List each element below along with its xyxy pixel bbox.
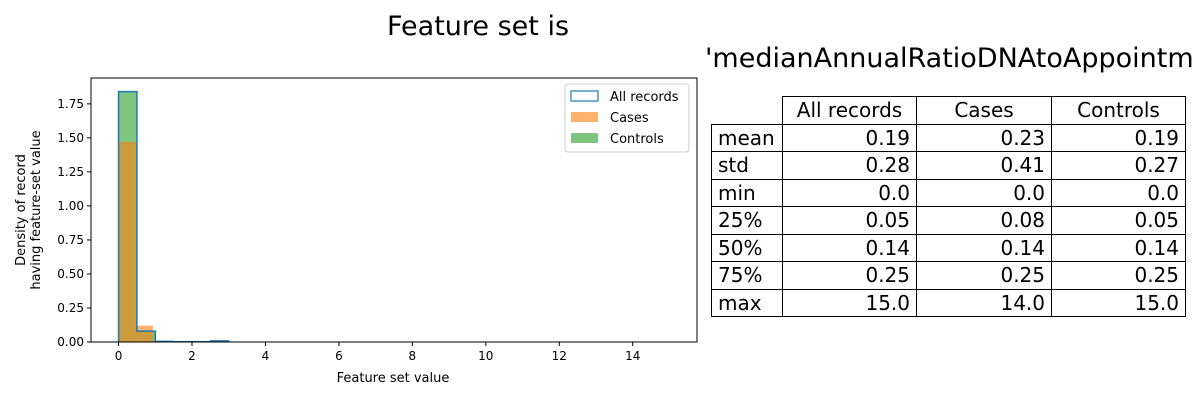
table-cell: 0.0 <box>1051 178 1186 207</box>
y-tick-label: 1.75 <box>57 97 84 111</box>
table-cell: 0.41 <box>916 151 1052 180</box>
table-row: 25% 0.05 0.08 0.05 <box>711 206 1186 235</box>
bar-cases <box>118 141 136 342</box>
y-tick-label: 0.00 <box>57 335 84 349</box>
x-tick-label: 14 <box>625 349 640 363</box>
table-cell: 0.19 <box>782 123 917 152</box>
table-cell: 0.0 <box>782 178 917 207</box>
x-tick-label: 4 <box>262 349 270 363</box>
table-cell: 0.08 <box>916 206 1052 235</box>
x-axis-label: Feature set value <box>337 371 450 386</box>
table-cell: 15.0 <box>782 288 917 317</box>
table-cell: 0.23 <box>916 123 1052 152</box>
table-cell: 0.25 <box>782 261 917 290</box>
table-cell: 0.19 <box>1051 123 1186 152</box>
figure-title-line1: Feature set is <box>387 11 570 42</box>
table-row: max 15.0 14.0 15.0 <box>711 288 1186 317</box>
plot-frame <box>90 77 698 343</box>
table-cell: 0.14 <box>782 233 917 262</box>
table-cell: 0.25 <box>916 261 1052 290</box>
legend-swatch-controls <box>571 133 598 143</box>
y-tick-label: 1.25 <box>57 165 84 179</box>
x-tick-label: 2 <box>188 349 196 363</box>
x-tick-label: 0 <box>115 349 123 363</box>
table-cell: 15.0 <box>1051 288 1186 317</box>
legend-label-cases: Cases <box>610 111 649 126</box>
column-header-controls: Controls <box>1051 96 1186 125</box>
table-cell: 0.25 <box>1051 261 1186 290</box>
table-row: 50% 0.14 0.14 0.14 <box>711 233 1186 262</box>
y-tick-label: 0.50 <box>57 267 84 281</box>
table-row: mean 0.19 0.23 0.19 <box>711 123 1186 152</box>
table-cell: 0.28 <box>782 151 917 180</box>
row-label: mean <box>711 123 783 152</box>
table-cell: 0.05 <box>1051 206 1186 235</box>
y-tick-label: 1.00 <box>57 199 84 213</box>
x-tick-label: 6 <box>335 349 343 363</box>
histogram-bars <box>117 90 230 343</box>
y-axis-label-line2: having feature-set value <box>29 130 44 289</box>
figure-title-line2: 'medianAnnualRatioDNAtoAppointm <box>705 43 1194 74</box>
row-label: 25% <box>711 206 783 235</box>
table-corner-cell <box>711 96 783 125</box>
step-line-all-records <box>117 90 230 343</box>
legend-swatch-cases <box>571 112 598 122</box>
row-label: 75% <box>711 261 783 290</box>
legend-label-controls: Controls <box>610 132 664 147</box>
row-label: max <box>711 288 783 317</box>
row-label: std <box>711 151 783 180</box>
table-cell: 0.05 <box>782 206 917 235</box>
x-tick-label: 10 <box>478 349 493 363</box>
legend-label-all-records: All records <box>610 90 679 105</box>
table-cell: 14.0 <box>916 288 1052 317</box>
table-cell: 0.14 <box>916 233 1052 262</box>
x-tick-label: 8 <box>409 349 417 363</box>
column-header-cases: Cases <box>916 96 1052 125</box>
x-axis-ticks: 0 2 4 6 8 10 12 14 <box>115 342 640 363</box>
chart-legend: All records Cases Controls <box>564 83 690 153</box>
y-tick-label: 1.50 <box>57 131 84 145</box>
table-cell: 0.0 <box>916 178 1052 207</box>
table-row: 75% 0.25 0.25 0.25 <box>711 261 1186 290</box>
y-tick-label: 0.75 <box>57 233 84 247</box>
summary-stats-table: All records Cases Controls mean 0.19 0.23 0… <box>711 96 1186 317</box>
y-tick-label: 0.25 <box>57 301 84 315</box>
table-header-row: All records Cases Controls <box>711 96 1186 125</box>
table-row: min 0.0 0.0 0.0 <box>711 178 1186 207</box>
y-axis-label: Density of record having feature-set val… <box>14 130 44 289</box>
table-cell: 0.14 <box>1051 233 1186 262</box>
y-axis-label-line1: Density of record <box>14 154 29 266</box>
legend-swatch-all-records <box>570 90 599 102</box>
histogram-chart: 0 2 4 6 8 10 12 14 0.00 0.25 0.50 0.75 1.00 1.25 1.50… <box>14 77 698 386</box>
row-label: 50% <box>711 233 783 262</box>
table-cell: 0.27 <box>1051 151 1186 180</box>
bar-cases <box>135 325 153 342</box>
y-axis-ticks: 0.00 0.25 0.50 0.75 1.00 1.25 1.50 1.75 <box>57 97 91 349</box>
table-row: std 0.28 0.41 0.27 <box>711 151 1186 180</box>
x-tick-label: 12 <box>552 349 567 363</box>
row-label: min <box>711 178 783 207</box>
column-header-all-records: All records <box>782 96 917 125</box>
